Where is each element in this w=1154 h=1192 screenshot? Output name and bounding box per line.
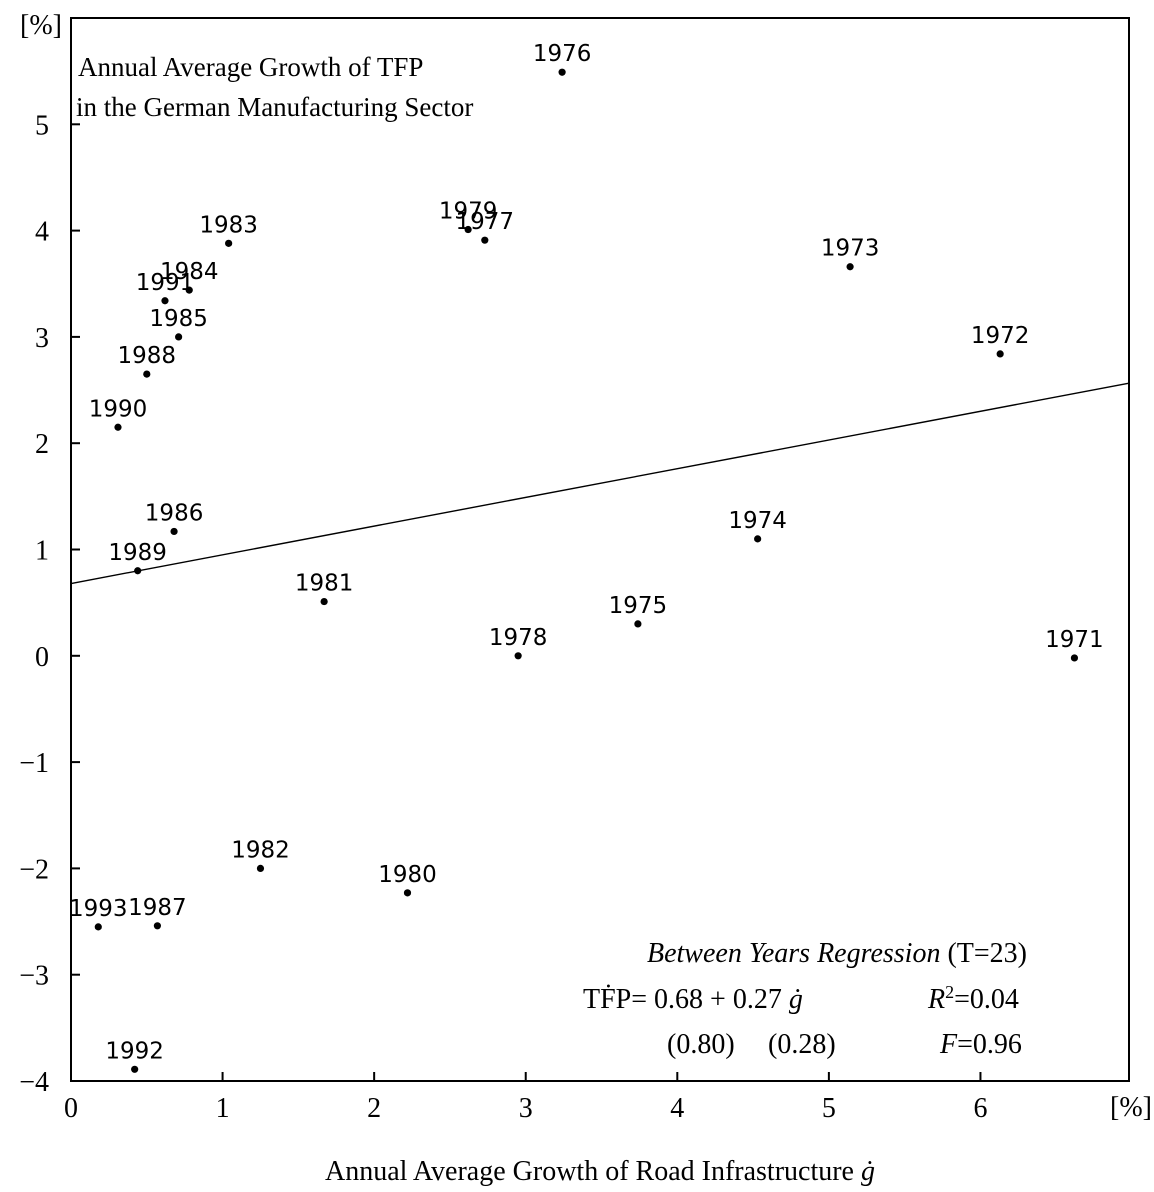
point-label: 1980 — [378, 862, 437, 888]
chart-title-line-1: Annual Average Growth of TFP — [78, 52, 423, 82]
point-label: 1978 — [489, 625, 548, 651]
point-label: 1979 — [439, 199, 498, 225]
data-point — [175, 333, 183, 341]
point-label: 1973 — [821, 236, 880, 262]
point-label: 1983 — [199, 212, 258, 238]
data-points: 1971197219731974197519761977197819791980… — [69, 41, 1104, 1073]
point-label: 1992 — [105, 1038, 164, 1064]
point-label: 1990 — [89, 396, 148, 422]
annotation-se-slope: (0.28) — [768, 1029, 836, 1060]
data-point — [481, 236, 489, 244]
data-point — [256, 864, 265, 873]
data-point — [320, 597, 328, 606]
y-tick-label: −3 — [19, 961, 49, 992]
data-point — [225, 239, 233, 247]
y-tick-label: 2 — [35, 429, 49, 460]
data-point — [185, 286, 193, 294]
data-point — [94, 923, 102, 931]
point-label: 1985 — [149, 306, 208, 332]
annotation-equation: TḞP= 0.68 + 0.27 ġ — [583, 984, 803, 1015]
regression-line-group — [70, 382, 1130, 585]
y-tick-label: −2 — [19, 854, 49, 885]
x-tick-label: 1 — [216, 1093, 230, 1124]
y-tick-label: 0 — [35, 642, 49, 673]
y-tick-label: 4 — [35, 217, 49, 248]
y-tick-label: 5 — [35, 110, 49, 141]
point-label: 1971 — [1045, 627, 1104, 653]
point-label: 1989 — [108, 540, 167, 566]
x-tick-label: 4 — [670, 1093, 684, 1124]
x-unit-label: [%] — [1110, 1092, 1152, 1123]
point-label: 1982 — [231, 837, 290, 863]
y-tick-label: 3 — [35, 323, 49, 354]
point-label: 1981 — [295, 571, 354, 597]
point-label: 1976 — [533, 41, 592, 67]
point-label: 1975 — [609, 593, 668, 619]
data-point — [464, 225, 472, 234]
data-point — [634, 620, 642, 628]
x-tick-label: 2 — [367, 1093, 381, 1124]
y-tick-label: −1 — [19, 748, 49, 779]
point-label: 1986 — [145, 500, 204, 526]
point-label: 1991 — [136, 270, 195, 296]
data-point — [1070, 654, 1079, 662]
x-tick-label: 3 — [519, 1093, 533, 1124]
x-tick-label: 6 — [973, 1093, 987, 1124]
point-label: 1972 — [971, 323, 1030, 349]
annotation-f-stat: F=0.96 — [939, 1029, 1022, 1060]
point-label: 1987 — [128, 895, 187, 921]
y-unit-label: [%] — [20, 10, 62, 41]
x-axis-title: Annual Average Growth of Road Infrastruc… — [325, 1156, 875, 1187]
x-tick-label: 0 — [64, 1093, 78, 1124]
point-label: 1974 — [728, 508, 787, 534]
regression-annotation: Between Years Regression (T=23) TḞP= 0.6… — [583, 938, 1027, 1060]
data-point — [161, 297, 169, 305]
point-label: 1984 — [160, 259, 219, 285]
axis-ticks: 0 1 2 3 4 5 6 −4 −3 −2 −1 0 1 2 3 4 5 — [19, 110, 987, 1124]
y-tick-label: −4 — [19, 1067, 49, 1098]
annotation-se-intercept: (0.80) — [667, 1029, 735, 1060]
chart-title-line-2: in the German Manufacturing Sector — [76, 92, 473, 122]
plot-frame — [70, 17, 1130, 1082]
data-point — [170, 527, 178, 536]
data-point — [514, 652, 522, 660]
regression-line — [70, 382, 1130, 585]
data-point — [846, 263, 854, 271]
data-point — [143, 370, 151, 378]
data-point — [558, 68, 566, 76]
data-point — [131, 1065, 139, 1073]
y-tick-label: 1 — [35, 536, 49, 567]
data-point — [153, 922, 161, 930]
data-point — [403, 889, 412, 897]
data-point — [754, 535, 762, 543]
data-point — [134, 567, 142, 575]
data-point — [114, 423, 122, 431]
point-label: 1993 — [69, 896, 128, 922]
annotation-title: Between Years Regression (T=23) — [647, 938, 1027, 969]
data-point — [996, 350, 1004, 358]
point-label: 1988 — [118, 343, 177, 369]
x-tick-label: 5 — [822, 1093, 836, 1124]
annotation-r-squared: R2=0.04 — [927, 982, 1019, 1015]
